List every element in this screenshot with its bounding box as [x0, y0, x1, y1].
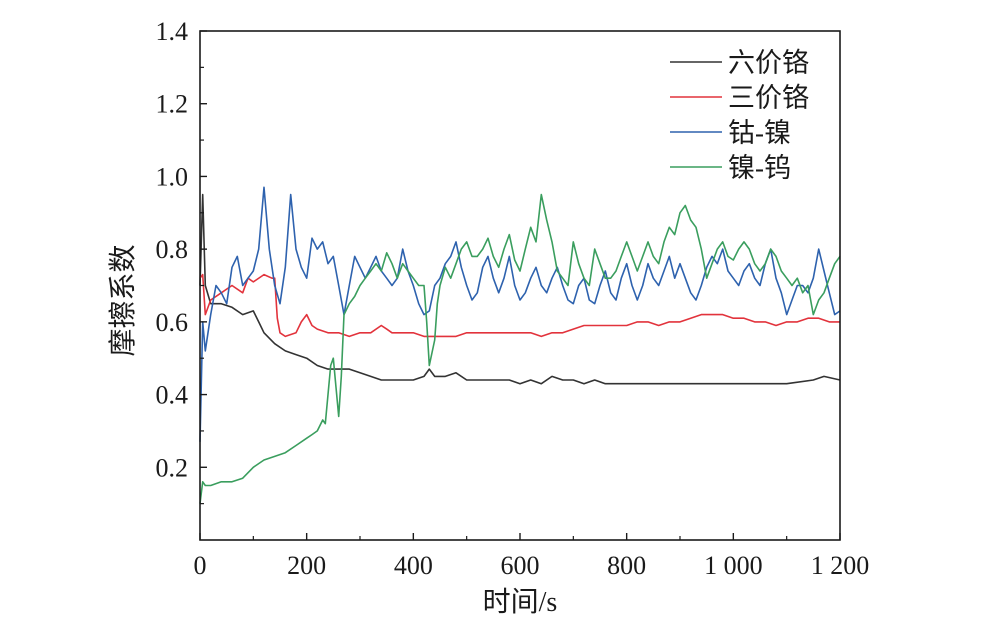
- series-line-3: [199, 193, 841, 504]
- legend-label-0: 六价铬: [728, 48, 809, 78]
- y-tick-label: 0.2: [156, 453, 189, 482]
- x-tick-label: 1 200: [811, 551, 870, 580]
- y-tick-label: 1.4: [156, 17, 189, 46]
- x-tick-label: 0: [194, 551, 207, 580]
- series-layer: [199, 186, 841, 504]
- legend-label-2: 钴-镍: [728, 118, 791, 148]
- x-axis-ticks: 0 200 400 600 800 1 000 1 200: [194, 533, 870, 580]
- x-axis-label: 时间/s: [483, 586, 558, 618]
- y-axis-ticks: 0.2 0.4 0.6 0.8 1.0 1.2 1.4: [156, 17, 207, 505]
- x-tick-label: 1 000: [704, 551, 763, 580]
- x-tick-label: 200: [287, 551, 326, 580]
- y-tick-label: 1.2: [156, 90, 189, 119]
- x-tick-label: 800: [607, 551, 646, 580]
- y-tick-label: 1.0: [156, 162, 189, 191]
- y-tick-label: 0.8: [156, 235, 189, 264]
- x-tick-label: 600: [501, 551, 540, 580]
- series-line-0: [199, 193, 841, 385]
- legend-label-1: 三价铬: [728, 83, 809, 113]
- x-tick-label: 400: [394, 551, 433, 580]
- y-axis-label: 摩擦系数: [107, 244, 139, 356]
- y-tick-label: 0.6: [156, 308, 189, 337]
- series-line-1: [199, 273, 840, 338]
- legend-label-3: 镍-钨: [728, 153, 791, 183]
- y-tick-label: 0.4: [156, 381, 189, 410]
- series-line-2: [199, 186, 841, 442]
